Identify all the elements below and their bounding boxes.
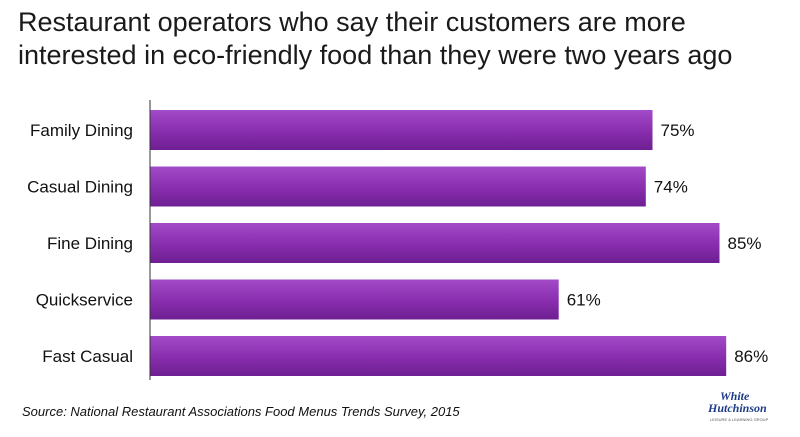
category-label: Fast Casual [42,347,133,366]
value-label: 85% [728,234,762,253]
chart-title: Restaurant operators who say their custo… [18,7,733,70]
value-label: 75% [661,121,695,140]
logo-line-2: Hutchinson [707,401,767,415]
category-label: Fine Dining [47,234,133,253]
value-label: 74% [654,178,688,197]
category-label: Quickservice [36,291,133,310]
value-label: 61% [567,291,601,310]
category-label: Family Dining [30,121,133,140]
source-note: Source: National Restaurant Associations… [22,404,460,419]
logo-line-1: White [720,389,750,403]
bar-family-dining [150,110,653,150]
value-label: 86% [734,347,768,366]
category-label: Casual Dining [27,178,133,197]
bar-casual-dining [150,166,646,207]
bar-fast-casual [150,336,727,376]
bar-fine-dining [150,223,720,263]
bar-quickservice [150,279,559,320]
logo-tagline: LEISURE & LEARNING GROUP [710,417,769,422]
white-hutchinson-logo: White Hutchinson LEISURE & LEARNING GROU… [707,389,769,422]
